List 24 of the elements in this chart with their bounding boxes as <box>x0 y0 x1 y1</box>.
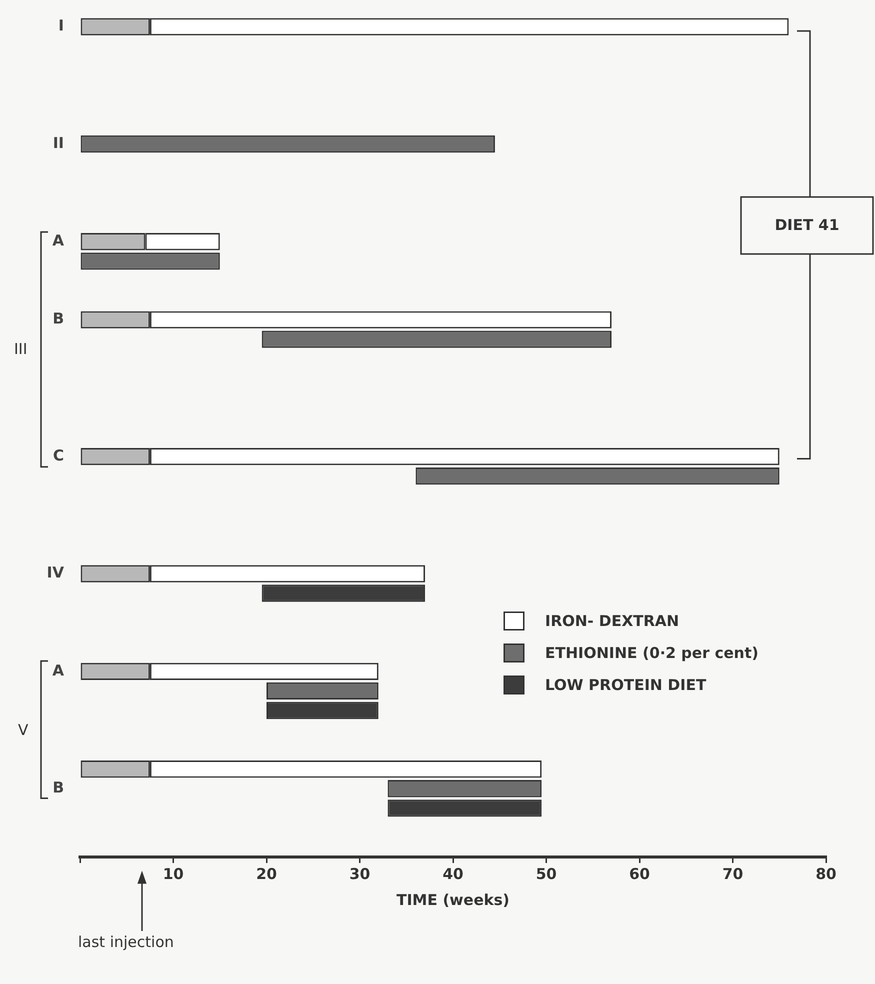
x-tick-label: 80 <box>816 864 836 883</box>
text: V <box>18 721 28 740</box>
y-tick-label: I <box>58 16 64 35</box>
y-tick-label: B <box>52 310 64 328</box>
x-tick-label: 10 <box>162 864 184 883</box>
annotation: DIET 41 <box>774 216 840 234</box>
x-tick-label: 30 <box>349 864 370 883</box>
legend-label: IRON- DEXTRAN <box>545 612 680 630</box>
y-tick-label: A <box>52 661 64 680</box>
x-tick-label: 60 <box>629 864 650 883</box>
text: last injection <box>78 933 174 951</box>
legend-label: LOW PROTEIN DIET <box>545 676 706 694</box>
legend-label: ETHIONINE (0·2 per cent) <box>545 644 758 662</box>
y-tick-label: C <box>52 446 64 464</box>
y-tick-label: II <box>52 134 64 152</box>
text: III <box>14 340 28 358</box>
y-tick-label: IV <box>46 564 64 582</box>
x-tick-label: 50 <box>536 864 557 883</box>
x-tick-label: 70 <box>722 864 744 883</box>
x-tick-label: 40 <box>442 864 464 883</box>
y-tick-label: A <box>52 232 64 250</box>
y-tick-label: B <box>52 778 64 797</box>
x-axis-title: TIME (weeks) <box>396 890 510 909</box>
x-tick-label: 20 <box>256 864 277 883</box>
